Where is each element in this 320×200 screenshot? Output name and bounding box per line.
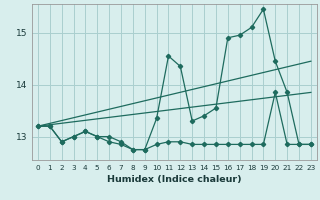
X-axis label: Humidex (Indice chaleur): Humidex (Indice chaleur) <box>107 175 242 184</box>
